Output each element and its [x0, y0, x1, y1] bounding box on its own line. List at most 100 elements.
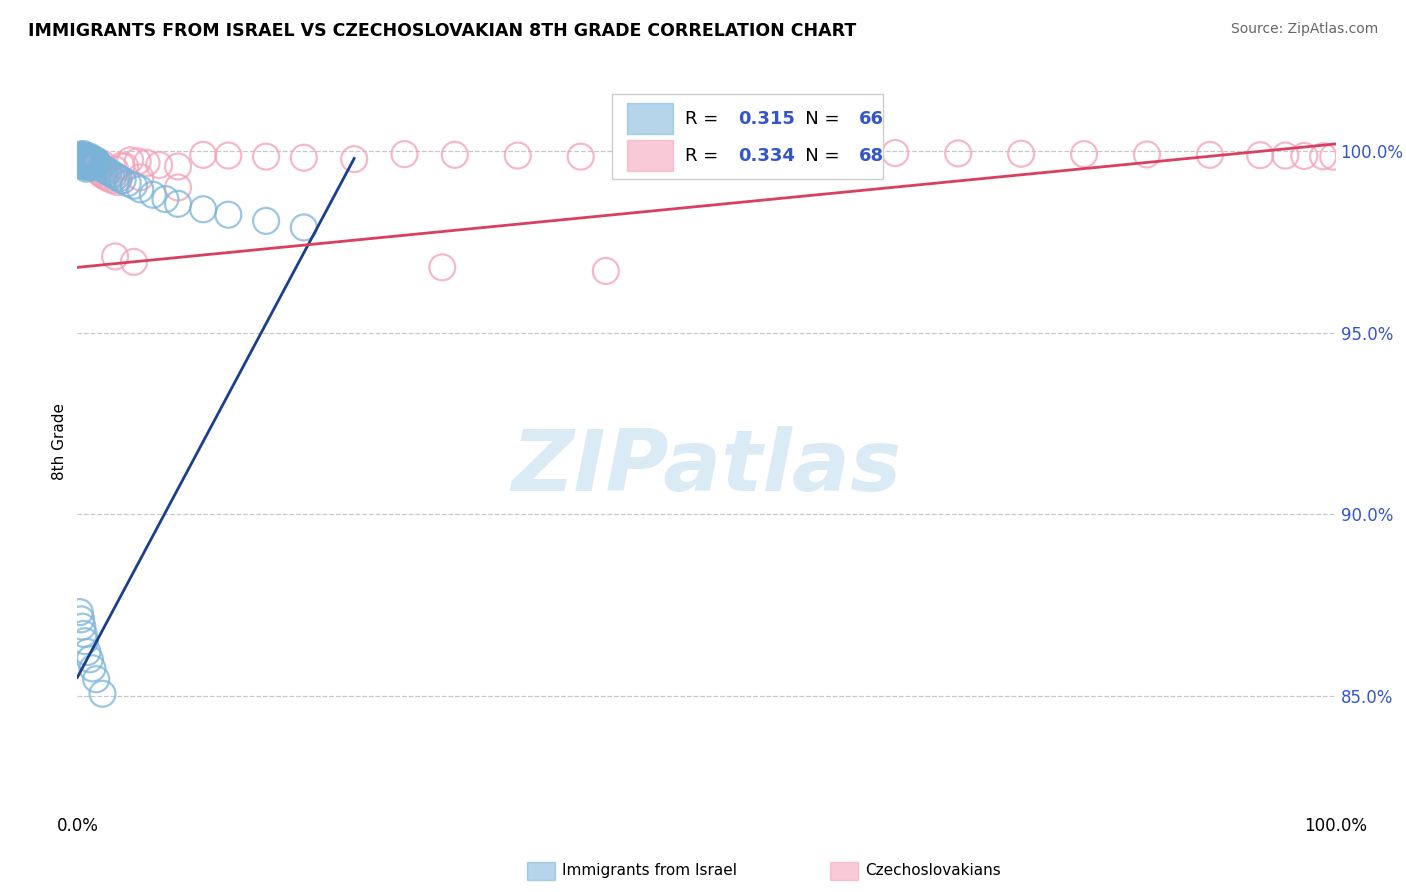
Point	[69, 605, 91, 619]
FancyBboxPatch shape	[612, 94, 883, 178]
Point	[343, 152, 366, 166]
Point	[70, 152, 93, 166]
Point	[595, 264, 617, 278]
Point	[72, 150, 94, 164]
Point	[103, 168, 125, 182]
Text: R =: R =	[685, 147, 724, 165]
Point	[77, 159, 100, 173]
Point	[72, 147, 94, 161]
Point	[155, 192, 177, 206]
Point	[1010, 146, 1032, 161]
Point	[89, 166, 111, 180]
Point	[93, 162, 115, 177]
Point	[1136, 147, 1159, 161]
Point	[79, 160, 101, 174]
Point	[292, 151, 315, 165]
Point	[84, 161, 107, 175]
Text: 66: 66	[859, 110, 884, 128]
Point	[758, 145, 780, 160]
Point	[292, 220, 315, 235]
Text: R =: R =	[685, 110, 724, 128]
Point	[148, 158, 170, 172]
Point	[444, 148, 467, 162]
Point	[84, 672, 107, 686]
Point	[84, 159, 107, 173]
Point	[84, 155, 107, 169]
Point	[69, 148, 91, 162]
Point	[82, 661, 104, 675]
Text: N =: N =	[789, 110, 845, 128]
Point	[1312, 149, 1334, 163]
Point	[86, 162, 108, 177]
Point	[75, 150, 97, 164]
Point	[101, 173, 124, 187]
Point	[96, 164, 118, 178]
Point	[129, 182, 152, 196]
Point	[72, 150, 94, 164]
Point	[114, 160, 136, 174]
Point	[94, 169, 117, 184]
Point	[191, 148, 215, 162]
Point	[84, 154, 107, 169]
Point	[167, 197, 190, 211]
FancyBboxPatch shape	[627, 103, 672, 135]
Point	[100, 167, 122, 181]
Point	[432, 260, 454, 275]
Point	[70, 155, 93, 169]
Point	[82, 152, 104, 166]
Point	[67, 150, 90, 164]
Point	[97, 171, 120, 186]
Point	[82, 159, 104, 173]
Point	[83, 153, 105, 168]
Point	[110, 159, 132, 173]
Point	[69, 151, 91, 165]
Point	[1294, 149, 1316, 163]
Point	[77, 159, 100, 173]
Point	[104, 162, 127, 177]
Point	[104, 249, 127, 263]
Point	[91, 161, 114, 175]
Point	[83, 160, 105, 174]
Point	[1249, 148, 1271, 162]
Point	[79, 652, 101, 666]
Text: ZIPatlas: ZIPatlas	[512, 426, 901, 509]
Point	[87, 164, 110, 178]
Point	[569, 150, 592, 164]
Text: Czechoslovakians: Czechoslovakians	[865, 863, 1001, 878]
Point	[91, 687, 114, 701]
Point	[73, 153, 96, 168]
Point	[191, 202, 215, 217]
Point	[76, 157, 98, 171]
Point	[82, 156, 104, 170]
Point	[167, 180, 190, 194]
Point	[117, 176, 139, 190]
Point	[73, 153, 96, 168]
Point	[122, 255, 145, 269]
Point	[1073, 147, 1095, 161]
Point	[72, 627, 94, 641]
Text: Immigrants from Israel: Immigrants from Israel	[562, 863, 737, 878]
Point	[948, 146, 970, 161]
Point	[76, 152, 98, 166]
Point	[84, 153, 107, 168]
Point	[79, 161, 101, 175]
Point	[1274, 148, 1296, 162]
Point	[127, 154, 149, 169]
Text: 0.315: 0.315	[738, 110, 794, 128]
Point	[167, 160, 190, 174]
Point	[76, 157, 98, 171]
Text: Source: ZipAtlas.com: Source: ZipAtlas.com	[1230, 22, 1378, 37]
Point	[217, 148, 239, 162]
Point	[97, 165, 120, 179]
Point	[1322, 150, 1344, 164]
Point	[72, 159, 94, 173]
Point	[77, 152, 100, 166]
Point	[105, 169, 128, 184]
Point	[72, 150, 94, 164]
FancyBboxPatch shape	[627, 140, 672, 171]
Point	[506, 148, 529, 162]
Point	[129, 170, 152, 185]
Y-axis label: 8th Grade: 8th Grade	[52, 403, 67, 480]
Point	[70, 612, 93, 626]
Point	[73, 634, 96, 648]
